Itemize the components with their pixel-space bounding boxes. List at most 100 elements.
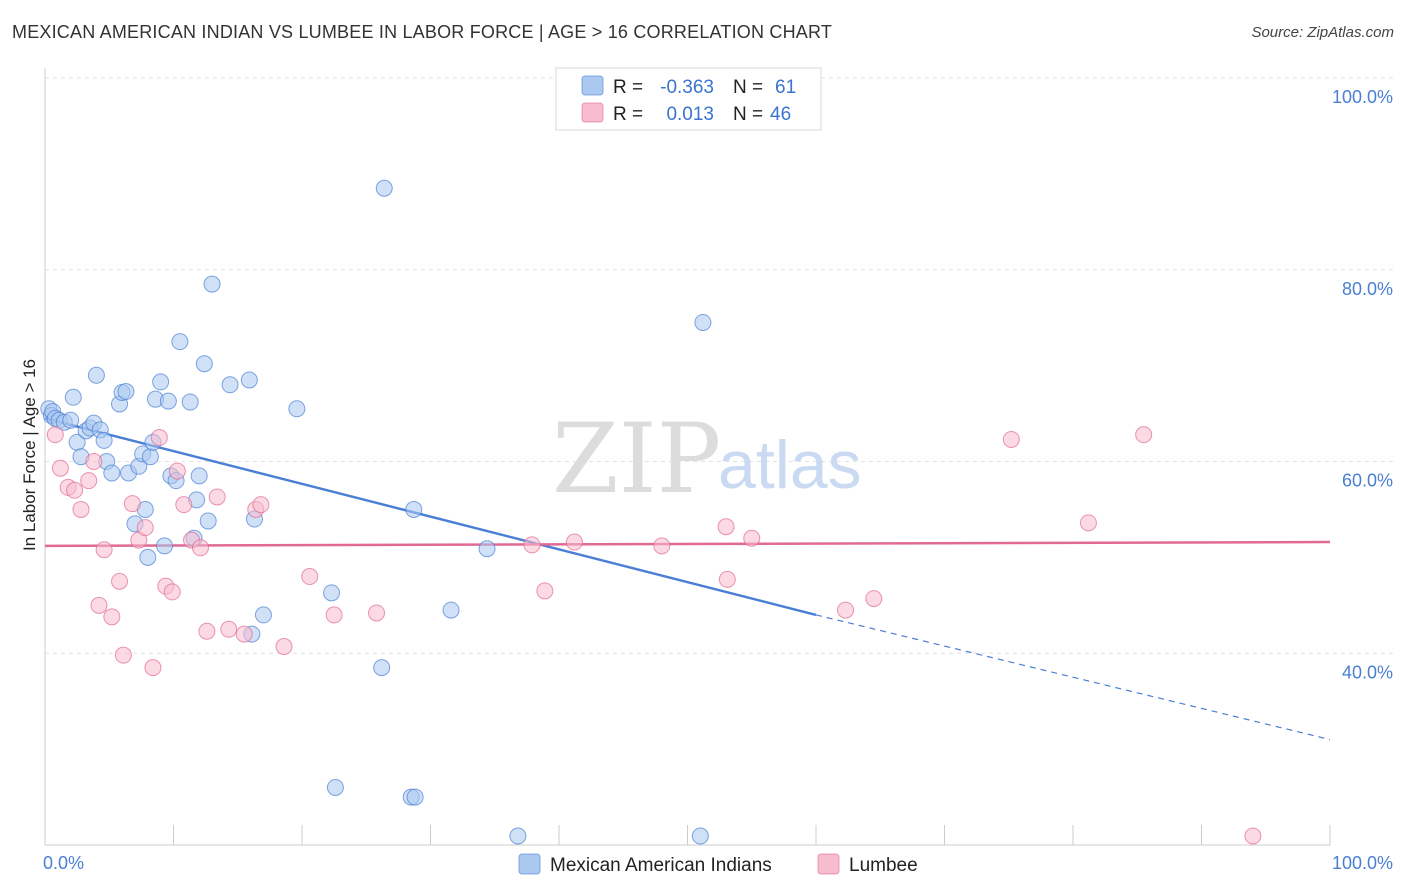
point-mexican-american-indian-20 <box>117 383 135 401</box>
point-mexican-american-indian-32 <box>159 392 177 410</box>
point-lumbee-1 <box>51 459 69 477</box>
point-mexican-american-indian-30 <box>152 373 170 391</box>
chart-title: MEXICAN AMERICAN INDIAN VS LUMBEE IN LAB… <box>12 22 833 42</box>
grid-lines <box>45 77 1395 654</box>
x-tick-label-0: 0.0% <box>43 853 84 873</box>
point-lumbee-3 <box>66 481 84 499</box>
point-lumbee-40 <box>837 601 855 619</box>
point-mexican-american-indian-40 <box>195 355 213 373</box>
series-legend: Mexican American Indians Lumbee <box>518 853 918 876</box>
point-lumbee-6 <box>85 453 103 470</box>
point-mexican-american-indian-48 <box>288 400 306 418</box>
legend-r-label-1: R = <box>613 104 643 125</box>
point-lumbee-26 <box>235 625 253 643</box>
point-lumbee-12 <box>123 495 141 513</box>
point-lumbee-7 <box>90 596 108 614</box>
legend-n-value-1: 46 <box>770 104 791 125</box>
point-lumbee-23 <box>198 622 216 640</box>
trend-line-lumbee <box>44 540 1331 548</box>
point-mexican-american-indian-26 <box>139 548 157 566</box>
point-lumbee-30 <box>301 568 319 586</box>
point-lumbee-45 <box>1244 827 1262 845</box>
trend-lines <box>44 417 1331 741</box>
point-lumbee-4 <box>72 500 90 518</box>
point-mexican-american-indian-47 <box>254 606 272 624</box>
point-lumbee-24 <box>208 488 226 506</box>
legend-n-label-0: N = <box>733 77 763 98</box>
y-axis-label: In Labor Force | Age > 16 <box>20 359 39 551</box>
x-tick-label-1: 100.0% <box>1332 853 1393 873</box>
point-mexican-american-indian-54 <box>406 788 424 806</box>
point-lumbee-20 <box>175 496 193 514</box>
point-mexican-american-indian-36 <box>181 393 199 411</box>
point-lumbee-36 <box>653 537 671 555</box>
point-lumbee-9 <box>103 608 121 626</box>
point-lumbee-10 <box>111 572 129 590</box>
x-tick-labels: 0.0% 100.0% <box>43 853 1393 873</box>
y-tick-labels: 40.0% 60.0% 80.0% 100.0% <box>1332 87 1393 682</box>
point-lumbee-43 <box>1079 514 1097 532</box>
point-mexican-american-indian-59 <box>694 313 712 331</box>
point-mexican-american-indian-35 <box>171 333 189 351</box>
point-lumbee-41 <box>865 590 883 608</box>
point-lumbee-14 <box>136 519 154 537</box>
legend-r-value-0: -0.363 <box>660 77 714 98</box>
point-mexican-american-indian-50 <box>326 778 344 796</box>
point-lumbee-38 <box>718 570 736 588</box>
point-lumbee-33 <box>523 536 541 554</box>
point-lumbee-5 <box>80 472 98 490</box>
trend-line-extension <box>815 614 1331 741</box>
data-points <box>40 179 1262 845</box>
point-mexican-american-indian-31 <box>156 537 174 555</box>
legend-n-label-1: N = <box>733 104 763 125</box>
point-lumbee-15 <box>144 659 162 677</box>
point-mexican-american-indian-15 <box>95 431 113 449</box>
point-mexican-american-indian-55 <box>405 500 423 518</box>
point-mexican-american-indian-7 <box>64 388 82 406</box>
y-tick-label-1: 60.0% <box>1342 471 1393 491</box>
point-lumbee-44 <box>1135 426 1153 444</box>
point-mexican-american-indian-13 <box>87 366 105 384</box>
point-lumbee-11 <box>114 646 132 664</box>
point-lumbee-0 <box>46 426 64 444</box>
axes <box>44 68 1331 846</box>
legend-r-value-1: 0.013 <box>666 104 714 125</box>
point-mexican-american-indian-6 <box>62 411 80 429</box>
legend-r-label-0: R = <box>613 77 643 98</box>
bottom-legend-label-1: Lumbee <box>849 855 918 876</box>
point-mexican-american-indian-58 <box>509 827 527 845</box>
bottom-legend-swatch-pink <box>817 853 840 875</box>
point-mexican-american-indian-51 <box>373 659 391 677</box>
point-mexican-american-indian-49 <box>323 584 341 602</box>
bottom-legend-swatch-blue <box>518 853 541 875</box>
watermark: ZIP atlas <box>552 403 862 515</box>
point-mexican-american-indian-43 <box>221 376 239 394</box>
point-lumbee-8 <box>95 541 113 559</box>
point-lumbee-39 <box>743 529 761 547</box>
point-mexican-american-indian-44 <box>240 371 258 389</box>
y-tick-label-2: 80.0% <box>1342 279 1393 299</box>
point-lumbee-42 <box>1002 430 1020 448</box>
point-lumbee-37 <box>717 518 735 536</box>
point-mexican-american-indian-17 <box>103 464 121 482</box>
point-mexican-american-indian-52 <box>375 179 393 197</box>
point-mexican-american-indian-57 <box>478 540 496 558</box>
y-tick-label-3: 100.0% <box>1332 87 1393 107</box>
legend-swatch-pink <box>581 102 604 123</box>
source-label: Source: ZipAtlas.com <box>1251 24 1394 41</box>
point-lumbee-34 <box>536 582 554 600</box>
point-mexican-american-indian-56 <box>442 601 460 619</box>
point-mexican-american-indian-42 <box>203 275 221 293</box>
point-mexican-american-indian-60 <box>691 827 709 845</box>
point-lumbee-28 <box>252 496 270 514</box>
correlation-legend: R = -0.363 N = 61 R = 0.013 N = 46 <box>555 67 822 131</box>
watermark-zip: ZIP <box>552 403 721 515</box>
point-mexican-american-indian-41 <box>199 512 217 530</box>
point-mexican-american-indian-39 <box>190 467 208 485</box>
point-lumbee-35 <box>565 533 583 551</box>
point-lumbee-31 <box>325 606 343 624</box>
point-lumbee-18 <box>163 583 181 601</box>
point-lumbee-16 <box>150 429 168 447</box>
point-lumbee-32 <box>368 604 386 622</box>
